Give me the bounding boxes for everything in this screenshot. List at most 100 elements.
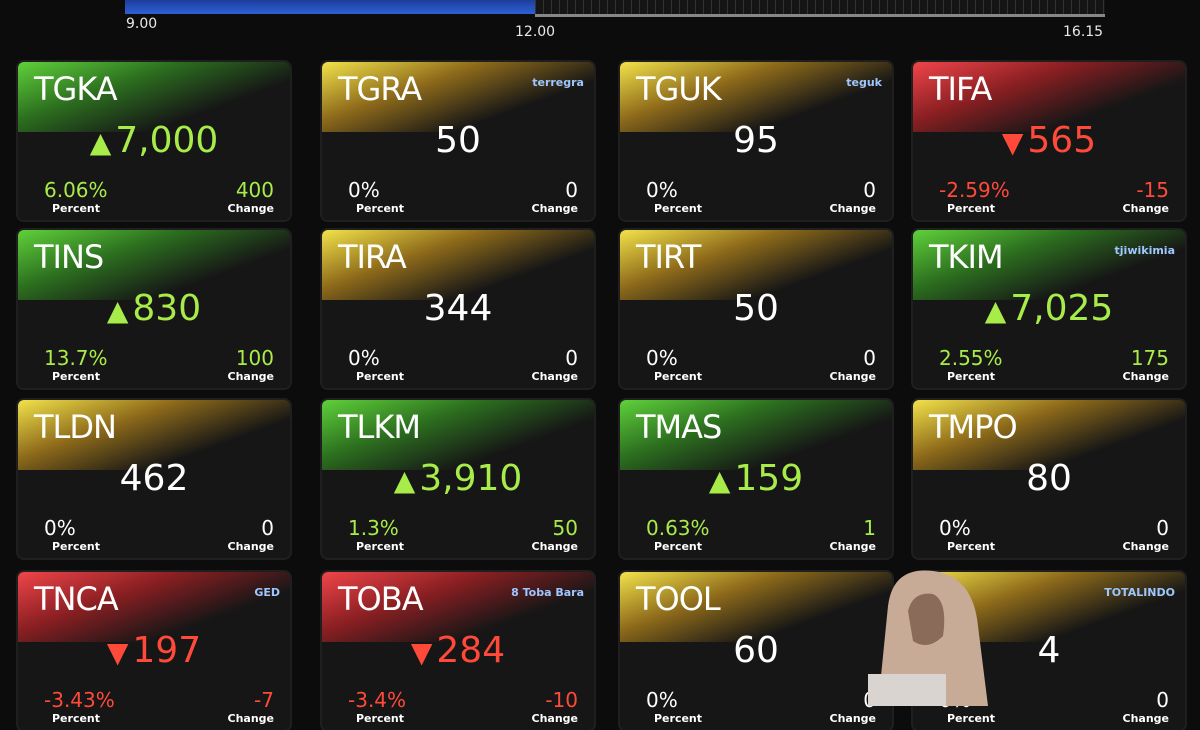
price-value: 7,025 xyxy=(1010,288,1114,329)
tile-header xyxy=(18,400,290,470)
arrow-up-icon: ▲ xyxy=(89,126,112,159)
ticker-code: TLKM xyxy=(338,408,421,446)
price-value: 50 xyxy=(733,288,779,329)
tile-header xyxy=(620,62,892,132)
price: ▲ 3,910 xyxy=(322,458,594,499)
percent-label: Percent xyxy=(356,712,405,725)
price: ▲ 830 xyxy=(18,288,290,329)
change-label: Change xyxy=(531,202,579,215)
change-label: Change xyxy=(227,370,275,383)
percent-value: 1.3% xyxy=(348,516,399,540)
stock-tile-tool: TOOL 60 0% 0 Percent Change xyxy=(620,572,892,730)
company-logo: tjiwikimia xyxy=(1114,244,1175,257)
change-label: Change xyxy=(829,540,877,553)
change-label: Change xyxy=(227,202,275,215)
price-value: 50 xyxy=(435,120,481,161)
ticker-code: TMAS xyxy=(636,408,722,446)
change-value: 0 xyxy=(565,346,578,370)
change-value: 50 xyxy=(552,516,578,540)
change-label: Change xyxy=(829,202,877,215)
percent-label: Percent xyxy=(654,540,703,553)
tile-header xyxy=(18,62,290,132)
change-label: Change xyxy=(227,712,275,725)
percent-label: Percent xyxy=(52,712,101,725)
percent-value: 0% xyxy=(646,346,678,370)
percent-value: -2.59% xyxy=(939,178,1010,202)
price-value: 197 xyxy=(132,630,202,671)
price-value: 159 xyxy=(734,458,804,499)
percent-label: Percent xyxy=(356,202,405,215)
stock-tile-tnca: TNCA GED ▼ 197 -3.43% -7 Percent Change xyxy=(18,572,290,730)
price: ▼ 197 xyxy=(18,630,290,671)
tile-header xyxy=(913,62,1185,132)
price-value: 830 xyxy=(132,288,202,329)
ticker-code: TIFA xyxy=(929,70,992,108)
ticker-code: TMPO xyxy=(929,408,1018,446)
tile-header xyxy=(322,62,594,132)
change-label: Change xyxy=(531,540,579,553)
change-value: -7 xyxy=(254,688,274,712)
arrow-down-icon: ▼ xyxy=(106,636,129,669)
company-logo: 8 Toba Bara xyxy=(511,586,584,599)
tile-header xyxy=(18,230,290,300)
percent-value: 0% xyxy=(939,516,971,540)
ticker-code: TLDN xyxy=(34,408,117,446)
ticker-code: TOBA xyxy=(338,580,424,618)
price-value: 462 xyxy=(119,458,189,499)
price-value: 344 xyxy=(423,288,493,329)
price: 60 xyxy=(620,630,892,671)
change-label: Change xyxy=(531,712,579,725)
change-value: 1 xyxy=(863,516,876,540)
change-label: Change xyxy=(531,370,579,383)
stock-tile-tguk: TGUK teguk 95 0% 0 Percent Change xyxy=(620,62,892,220)
stock-tile-tifa: TIFA ▼ 565 -2.59% -15 Percent Change xyxy=(913,62,1185,220)
percent-value: 13.7% xyxy=(44,346,108,370)
ticker-code: TNCA xyxy=(34,580,119,618)
change-value: 0 xyxy=(863,346,876,370)
tile-header xyxy=(322,572,594,642)
price-value: 7,000 xyxy=(115,120,219,161)
company-logo: teguk xyxy=(846,76,882,89)
percent-label: Percent xyxy=(654,370,703,383)
tile-header xyxy=(620,230,892,300)
arrow-up-icon: ▲ xyxy=(708,464,731,497)
price: ▼ 284 xyxy=(322,630,594,671)
ticker-code: TOOL xyxy=(636,580,721,618)
company-logo: TOTALINDO xyxy=(1104,586,1175,599)
tile-header xyxy=(620,572,892,642)
change-label: Change xyxy=(1122,540,1170,553)
chart-volume-bar xyxy=(125,0,535,14)
percent-value: 0% xyxy=(646,688,678,712)
change-value: 0 xyxy=(565,178,578,202)
change-label: Change xyxy=(1122,712,1170,725)
percent-label: Percent xyxy=(654,202,703,215)
stock-tile-toba: TOBA 8 Toba Bara ▼ 284 -3.4% -10 Percent … xyxy=(322,572,594,730)
arrow-up-icon: ▲ xyxy=(106,294,129,327)
change-label: Change xyxy=(227,540,275,553)
ticker-code: TIRT xyxy=(636,238,701,276)
tile-header xyxy=(913,230,1185,300)
price-value: 565 xyxy=(1027,120,1097,161)
price: ▲ 7,025 xyxy=(913,288,1185,329)
arrow-up-icon: ▲ xyxy=(393,464,416,497)
tile-header xyxy=(620,400,892,470)
change-value: -15 xyxy=(1136,178,1169,202)
chart-grid xyxy=(535,0,1105,14)
price: 95 xyxy=(620,120,892,161)
stock-tile-tgka: TGKA ▲ 7,000 6.06% 400 Percent Change xyxy=(18,62,290,220)
change-value: 0 xyxy=(1156,516,1169,540)
price: ▲ 159 xyxy=(620,458,892,499)
chart-axis xyxy=(535,14,1105,17)
percent-value: 0% xyxy=(348,346,380,370)
percent-value: -3.4% xyxy=(348,688,407,712)
stock-tile-tmas: TMAS ▲ 159 0.63% 1 Percent Change xyxy=(620,400,892,558)
arrow-down-icon: ▼ xyxy=(410,636,433,669)
stock-tile-tins: TINS ▲ 830 13.7% 100 Percent Change xyxy=(18,230,290,388)
change-value: -10 xyxy=(545,688,578,712)
price-value: 4 xyxy=(1037,630,1061,671)
price: 80 xyxy=(913,458,1185,499)
change-value: 0 xyxy=(261,516,274,540)
price: ▲ 7,000 xyxy=(18,120,290,161)
ticker-code: TIRA xyxy=(338,238,407,276)
percent-value: 0% xyxy=(646,178,678,202)
